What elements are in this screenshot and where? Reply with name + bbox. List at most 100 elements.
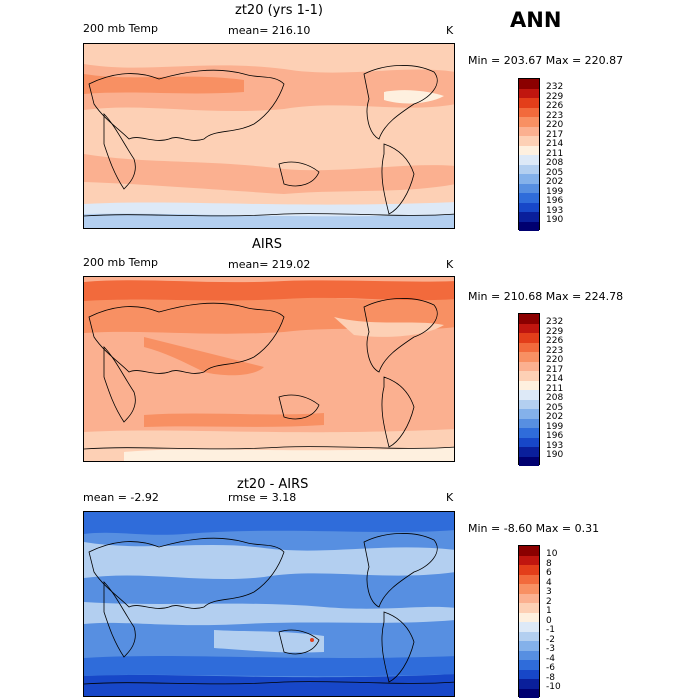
panel3-colorbar-swatch [519,565,539,575]
panel1-mean: mean= 216.10 [228,24,311,37]
panel2-colorbar [518,313,540,466]
panel3-colorbar-tick-label: 4 [546,577,552,588]
panel3-title: zt20 - AIRS [237,477,309,492]
panel1-colorbar-tick-label: 190 [546,215,564,225]
panel1-colorbar-tick-label: 220 [546,120,564,130]
panel1-band-antarctic-2 [84,213,454,228]
panel1-colorbar-tick-label: 202 [546,177,564,187]
panel3-band-tropics [84,602,454,626]
panel3-colorbar-tick-label: -8 [546,672,555,683]
panel2-colorbar-tick-label: 196 [546,431,564,441]
panel2-colorbar-tick-label: 205 [546,402,564,413]
panel3-colorbar-swatch [519,622,539,632]
panel3-colorbar-tick-label: -3 [546,644,555,654]
panel2-colorbar-tick-label: 226 [546,336,564,346]
panel1-colorbar-tick-label: 196 [546,196,564,206]
panel1-colorbar-tick-label: 226 [546,101,564,111]
panel3-mean: mean = -2.92 [83,491,159,504]
panel3-band-mid-north [84,542,454,580]
panel2-field-label: 200 mb Temp [83,256,159,269]
panel2-colorbar-swatch [519,314,539,324]
panel3-colorbar-tick-label: 1 [546,606,552,616]
panel3-patch-south [214,630,324,653]
panel1-colorbar-tick-label: 223 [546,110,564,121]
panel1-colorbar-tick-label: 217 [546,129,564,140]
panel3-minmax: Min = -8.60 Max = 0.31 [468,522,600,535]
panel2-colorbar-tick-label: 223 [546,345,564,356]
panel3-colorbar-ticks: 10 8 6 4 3 2 1 0 -1 -2 -3 -4 -6 -8 -10 [546,549,561,693]
panel2-patch-pacific [334,317,444,337]
panel2-colorbar-tick-label: 202 [546,412,564,422]
panel2-band-north-dark [84,280,454,301]
panel1-band-asia [84,74,244,94]
panel1-colorbar-swatch [519,117,539,127]
panel2-colorbar-tick-label: 229 [546,326,564,337]
panel2-mean: mean= 219.02 [228,258,311,271]
panel1-colorbar-swatch [519,126,539,136]
panel1-band-north [84,64,454,112]
panel3-colorbar-tick-label: -4 [546,653,555,664]
panel1-title: zt20 (yrs 1-1) [235,3,323,18]
panel2-colorbar-swatch [519,333,539,343]
panel2-map [83,276,455,462]
panel3-colorbar-swatch [519,641,539,651]
panel1-colorbar-swatch [519,193,539,203]
panel3-colorbar-tick-label: -2 [546,634,555,645]
panel2-colorbar-swatch [519,409,539,419]
panel1-colorbar-ticks: 232 229 226 223 220 217 214 211 208 205 202 199 196 1… [546,82,564,226]
panel2-colorbar-tick-label: 214 [546,374,564,384]
panel3-positive-spot [310,638,314,642]
panel2-colorbar-tick-label: 217 [546,364,564,375]
panel1-colorbar-swatch [519,88,539,98]
panel3-colorbar-swatch [519,603,539,613]
panel1-colorbar-tick-label: 229 [546,91,564,102]
panel2-minmax: Min = 210.68 Max = 224.78 [468,290,624,303]
panel3-colorbar-swatch [519,612,539,622]
panel1-colorbar-swatch [519,174,539,184]
panel2-coastlines [84,298,454,450]
panel3-colorbar-swatch [519,555,539,565]
panel3-colorbar-tick-label: 2 [546,596,552,607]
panel1-units: K [446,24,454,37]
panel2-colorbar-swatch [519,399,539,409]
panel2-colorbar-swatch [519,342,539,352]
panel2-colorbar-ticks: 232 229 226 223 220 217 214 211 208 205 202 199 196 1… [546,317,564,461]
panel1-colorbar-swatch [519,98,539,108]
panel2-units: K [446,258,454,271]
panel2-band-south [144,413,324,427]
panel2-colorbar-swatch [519,418,539,428]
panel1-colorbar-swatch [519,164,539,174]
panel2-colorbar-tick-label: 193 [546,440,564,451]
panel1-band-south [84,154,454,194]
panel2-colorbar-tick-label: 220 [546,355,564,365]
panel1-colorbar-swatch [519,221,539,231]
panel1-colorbar-swatch [519,136,539,146]
panel1-colorbar-swatch [519,155,539,165]
panel2-colorbar-swatch [519,361,539,371]
panel3-map-svg [84,512,454,696]
panel3-colorbar-swatch [519,574,539,584]
panel3-colorbar-tick-label: 6 [546,568,552,578]
panel2-colorbar-swatch [519,437,539,447]
panel2-colorbar-swatch [519,428,539,438]
panel3-colorbar-swatch [519,688,539,698]
panel2-colorbar-swatch [519,352,539,362]
panel1-map-svg [84,44,454,228]
panel3-rmse: rmse = 3.18 [228,491,297,504]
panel1-colorbar-swatch [519,145,539,155]
panel2-colorbar-tick-label: 211 [546,383,564,394]
panel3-colorbar-swatch [519,660,539,670]
panel2-colorbar-tick-label: 208 [546,393,564,403]
panel3-band-antarctic [84,674,454,696]
panel1-colorbar-swatch [519,79,539,89]
panel1-colorbar-tick-label: 208 [546,158,564,168]
panel1-colorbar-tick-label: 214 [546,139,564,149]
panel3-colorbar-swatch [519,546,539,556]
panel3-coastlines [84,533,454,685]
panel2-colorbar-swatch [519,380,539,390]
panel2-colorbar-swatch [519,323,539,333]
panel1-colorbar-swatch [519,212,539,222]
panel2-title: AIRS [252,237,283,252]
panel3-colorbar [518,545,540,698]
panel3-units: K [446,491,454,504]
